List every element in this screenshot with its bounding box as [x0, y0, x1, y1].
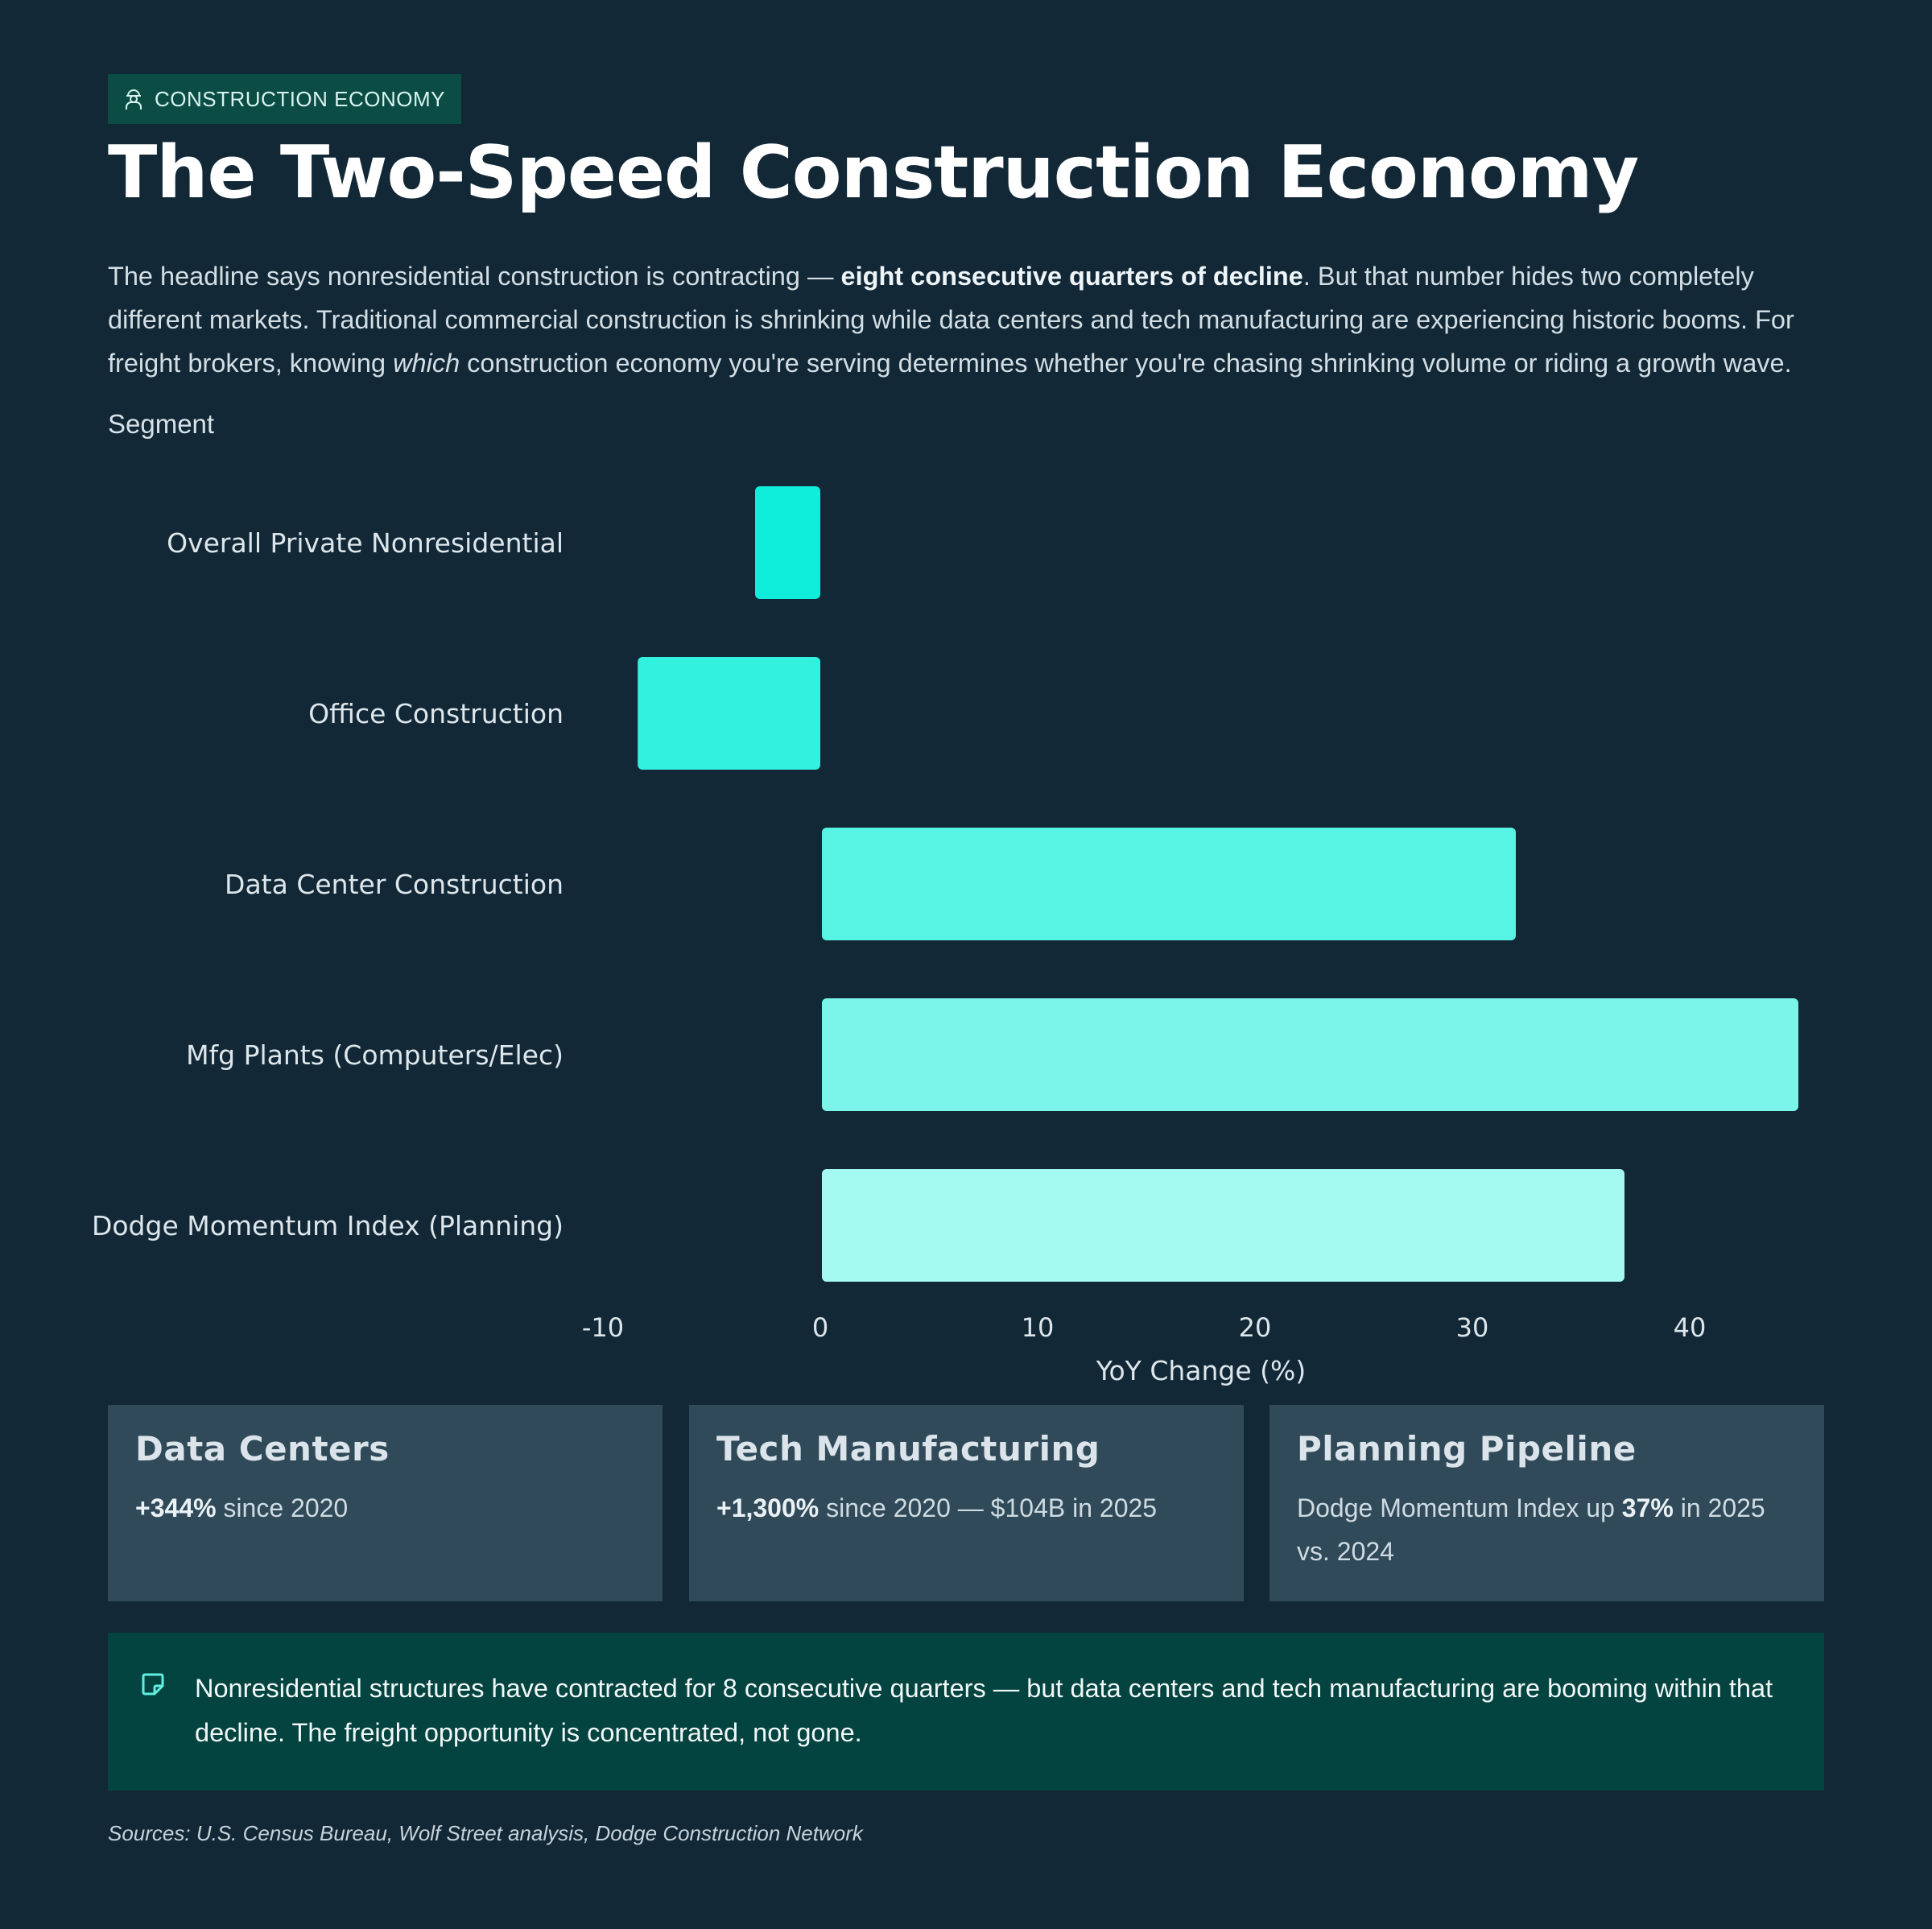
category-label: Mfg Plants (Computers/Elec)	[186, 1039, 564, 1071]
stat-detail: in 2025 vs. 2024	[1297, 1493, 1765, 1566]
x-tick-label: 30	[1456, 1312, 1489, 1343]
bar-4	[822, 1169, 1624, 1282]
category-label: Overall Private Nonresidential	[167, 527, 564, 559]
callout-note: Nonresidential structures have contracte…	[108, 1633, 1824, 1791]
bar-3	[822, 998, 1798, 1111]
intro-text-2: . But that number hides two completely d…	[108, 262, 1794, 378]
intro-bold: eight consecutive quarters of decline	[840, 262, 1303, 291]
bar-0	[755, 486, 820, 599]
worker-icon	[126, 89, 142, 109]
y-axis-title: Segment	[108, 409, 215, 439]
bar-2	[822, 828, 1516, 940]
intro-text-1: The headline says nonresidential constru…	[108, 262, 841, 291]
stat-card-title: Planning Pipeline	[1297, 1429, 1637, 1468]
sources-footnote: Sources: U.S. Census Bureau, Wolf Street…	[108, 1821, 863, 1845]
stat-value: 37%	[1621, 1493, 1674, 1522]
category-label: Office Construction	[308, 698, 564, 729]
x-tick-label: 40	[1674, 1312, 1707, 1343]
x-tick-label: 20	[1239, 1312, 1272, 1343]
stat-card-title: Data Centers	[135, 1429, 390, 1468]
stat-detail: since 2020	[216, 1493, 349, 1522]
stat-cards: Data Centers +344% since 2020 Tech Manuf…	[108, 1405, 1824, 1601]
callout-text: Nonresidential structures have contracte…	[195, 1674, 1773, 1747]
category-label: Data Center Construction	[225, 869, 564, 900]
bar-chart: Overall Private Nonresidential Office Con…	[92, 486, 1798, 1386]
stat-card-text: +1,300% since 2020 — $104B in 2025	[716, 1486, 1216, 1530]
stat-card-text: +344% since 2020	[135, 1486, 635, 1530]
page-title: The Two-Speed Construction Economy	[108, 130, 1639, 215]
stat-card-planning-pipeline: Planning Pipeline Dodge Momentum Index u…	[1269, 1405, 1824, 1601]
x-axis-title: YoY Change (%)	[1096, 1355, 1307, 1386]
category-tag: CONSTRUCTION ECONOMY	[108, 74, 461, 124]
stat-prefix: Dodge Momentum Index up	[1297, 1493, 1622, 1522]
intro-paragraph: The headline says nonresidential constru…	[108, 254, 1831, 385]
stat-value: +1,300%	[716, 1493, 819, 1522]
x-tick-label: 10	[1022, 1312, 1055, 1343]
bar-1	[638, 657, 820, 770]
stat-card-title: Tech Manufacturing	[716, 1429, 1100, 1468]
note-icon	[142, 1673, 164, 1696]
intro-text-3: construction economy you're serving dete…	[460, 349, 1792, 378]
category-tag-label: CONSTRUCTION ECONOMY	[155, 86, 445, 111]
stat-value: +344%	[135, 1493, 217, 1522]
intro-italic: which	[393, 349, 460, 378]
stat-detail: since 2020 — $104B in 2025	[819, 1493, 1158, 1522]
stat-card-data-centers: Data Centers +344% since 2020	[108, 1405, 663, 1601]
category-label: Dodge Momentum Index (Planning)	[92, 1210, 564, 1241]
stat-card-tech-manufacturing: Tech Manufacturing +1,300% since 2020 — …	[689, 1405, 1244, 1601]
x-tick-label: -10	[582, 1312, 624, 1343]
stat-card-text: Dodge Momentum Index up 37% in 2025 vs. …	[1297, 1486, 1797, 1573]
x-tick-label: 0	[812, 1312, 828, 1343]
